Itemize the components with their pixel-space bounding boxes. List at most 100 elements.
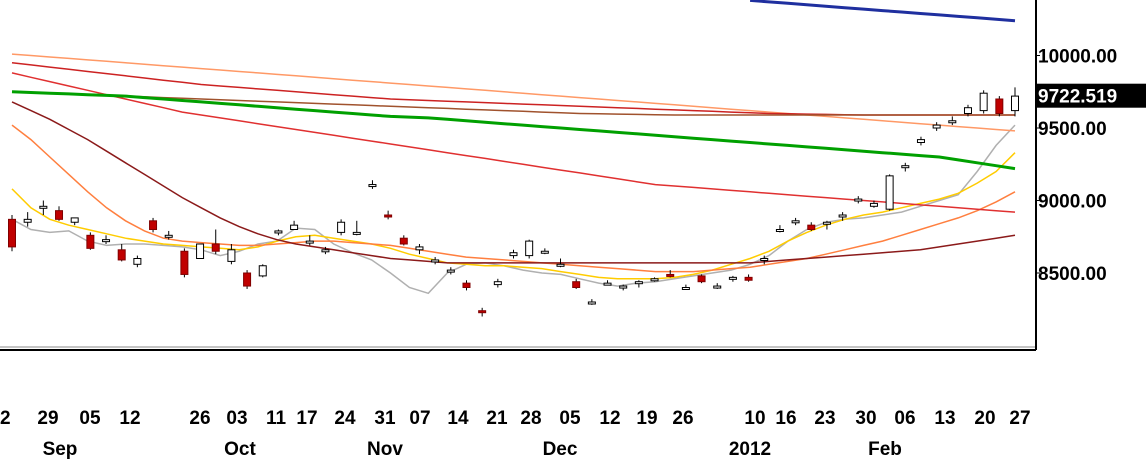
- current-value-box: [1036, 83, 1146, 108]
- candle-body-up: [509, 252, 518, 257]
- candle: [305, 235, 314, 246]
- candle-body-down: [384, 214, 393, 218]
- candle: [854, 196, 863, 204]
- candle-body-up: [274, 230, 283, 234]
- y-axis-ticks: 10000.00 9500.00 9000.00 8500.00: [1036, 47, 1117, 285]
- moving-average-layer: [11, 0, 1016, 295]
- x-tick-label: 27: [1009, 408, 1030, 429]
- candle: [650, 277, 659, 282]
- candle-body-up: [102, 239, 111, 243]
- candle: [979, 90, 988, 114]
- candle: [493, 278, 502, 288]
- x-tick-label: 12: [119, 408, 140, 429]
- candle: [775, 225, 784, 233]
- moving-average-line-5: [11, 72, 1016, 213]
- candle-body-up: [634, 281, 643, 285]
- candle-body-down: [572, 281, 581, 289]
- candle-body-down: [180, 250, 189, 275]
- moving-average-line-9: [11, 90, 1016, 171]
- candle-body-down: [86, 234, 95, 249]
- y-tick-label: 9000.00: [1038, 192, 1107, 213]
- y-tick-label: 8500.00: [1038, 264, 1107, 285]
- candle: [164, 230, 173, 240]
- x-tick-label: 28: [520, 408, 541, 429]
- candle: [368, 180, 377, 189]
- moving-average-line-10: [749, 0, 1016, 23]
- candle-body-up: [791, 220, 800, 224]
- candle-body-up: [854, 198, 863, 202]
- candle-body-down: [462, 282, 471, 288]
- candle-body-up: [869, 202, 878, 207]
- candle: [697, 274, 706, 284]
- x-tick-label: 06: [894, 408, 915, 429]
- candle-body-up: [133, 258, 142, 265]
- candle: [948, 116, 957, 126]
- candle: [744, 274, 753, 282]
- candle-body-up: [556, 263, 565, 267]
- candle-body-up: [885, 175, 894, 210]
- candle-body-down: [211, 243, 220, 252]
- candle-body-up: [760, 258, 769, 261]
- x-tick-label: 20: [974, 408, 995, 429]
- candle-layer: [8, 87, 1019, 317]
- x-tick-label: 21: [486, 408, 508, 429]
- candle: [572, 278, 581, 289]
- x-month-label: Feb: [868, 439, 902, 459]
- x-tick-label: 2: [0, 408, 11, 429]
- x-month-label: Nov: [367, 439, 403, 459]
- x-tick-label: 10: [744, 408, 765, 429]
- candle: [728, 275, 737, 282]
- candle-body-up: [290, 224, 299, 230]
- x-tick-label: 24: [334, 408, 356, 429]
- x-tick-label: 23: [814, 408, 835, 429]
- x-tick-label: 13: [934, 408, 955, 429]
- x-month-label: Dec: [543, 439, 578, 459]
- candle: [415, 244, 424, 255]
- candle: [211, 229, 220, 255]
- candle: [822, 220, 831, 230]
- candle-body-down: [149, 220, 158, 231]
- candle: [384, 210, 393, 220]
- candle-body-up: [713, 285, 722, 289]
- candle: [446, 267, 455, 275]
- candle: [102, 235, 111, 244]
- candle: [540, 248, 549, 255]
- candle: [180, 248, 189, 278]
- candle: [791, 217, 800, 226]
- candle: [55, 206, 64, 221]
- candle: [807, 222, 816, 231]
- x-tick-label: 29: [37, 408, 58, 429]
- candle-body-up: [901, 165, 910, 169]
- x-tick-label: 05: [559, 408, 581, 429]
- candle-body-up: [587, 301, 596, 305]
- candle-body-up: [321, 249, 330, 253]
- candle-body-up: [619, 285, 628, 289]
- candle-body-up: [728, 276, 737, 280]
- candle-body-up: [39, 205, 48, 209]
- candle-body-up: [337, 221, 346, 233]
- candle: [431, 257, 440, 265]
- candle-body-up: [932, 124, 941, 129]
- candle-body-down: [117, 249, 126, 261]
- candle: [258, 264, 267, 278]
- candle-body-up: [540, 250, 549, 254]
- candle: [509, 249, 518, 259]
- candle: [666, 270, 675, 278]
- candle-body-down: [243, 272, 252, 287]
- moving-average-line-8: [11, 91, 1015, 116]
- candle: [133, 255, 142, 268]
- candle: [196, 243, 205, 259]
- x-axis-ticks: 2 29 05 12 26 03 11 17 24 31 07 14 21 28 05 12 19 26 10 16 2…: [0, 408, 1031, 429]
- candle-body-up: [948, 120, 957, 124]
- candle-body-up: [258, 265, 267, 277]
- candle-body-down: [995, 98, 1004, 114]
- plot-background: [0, 0, 1033, 459]
- candle-body-up: [431, 259, 440, 263]
- candle-body-up: [352, 231, 361, 235]
- candle-body-down: [697, 275, 706, 283]
- x-tick-label: 17: [296, 408, 317, 429]
- candle: [117, 244, 126, 262]
- moving-average-line-2: [11, 152, 1016, 280]
- candle-body-down: [744, 276, 753, 281]
- candle: [399, 235, 408, 246]
